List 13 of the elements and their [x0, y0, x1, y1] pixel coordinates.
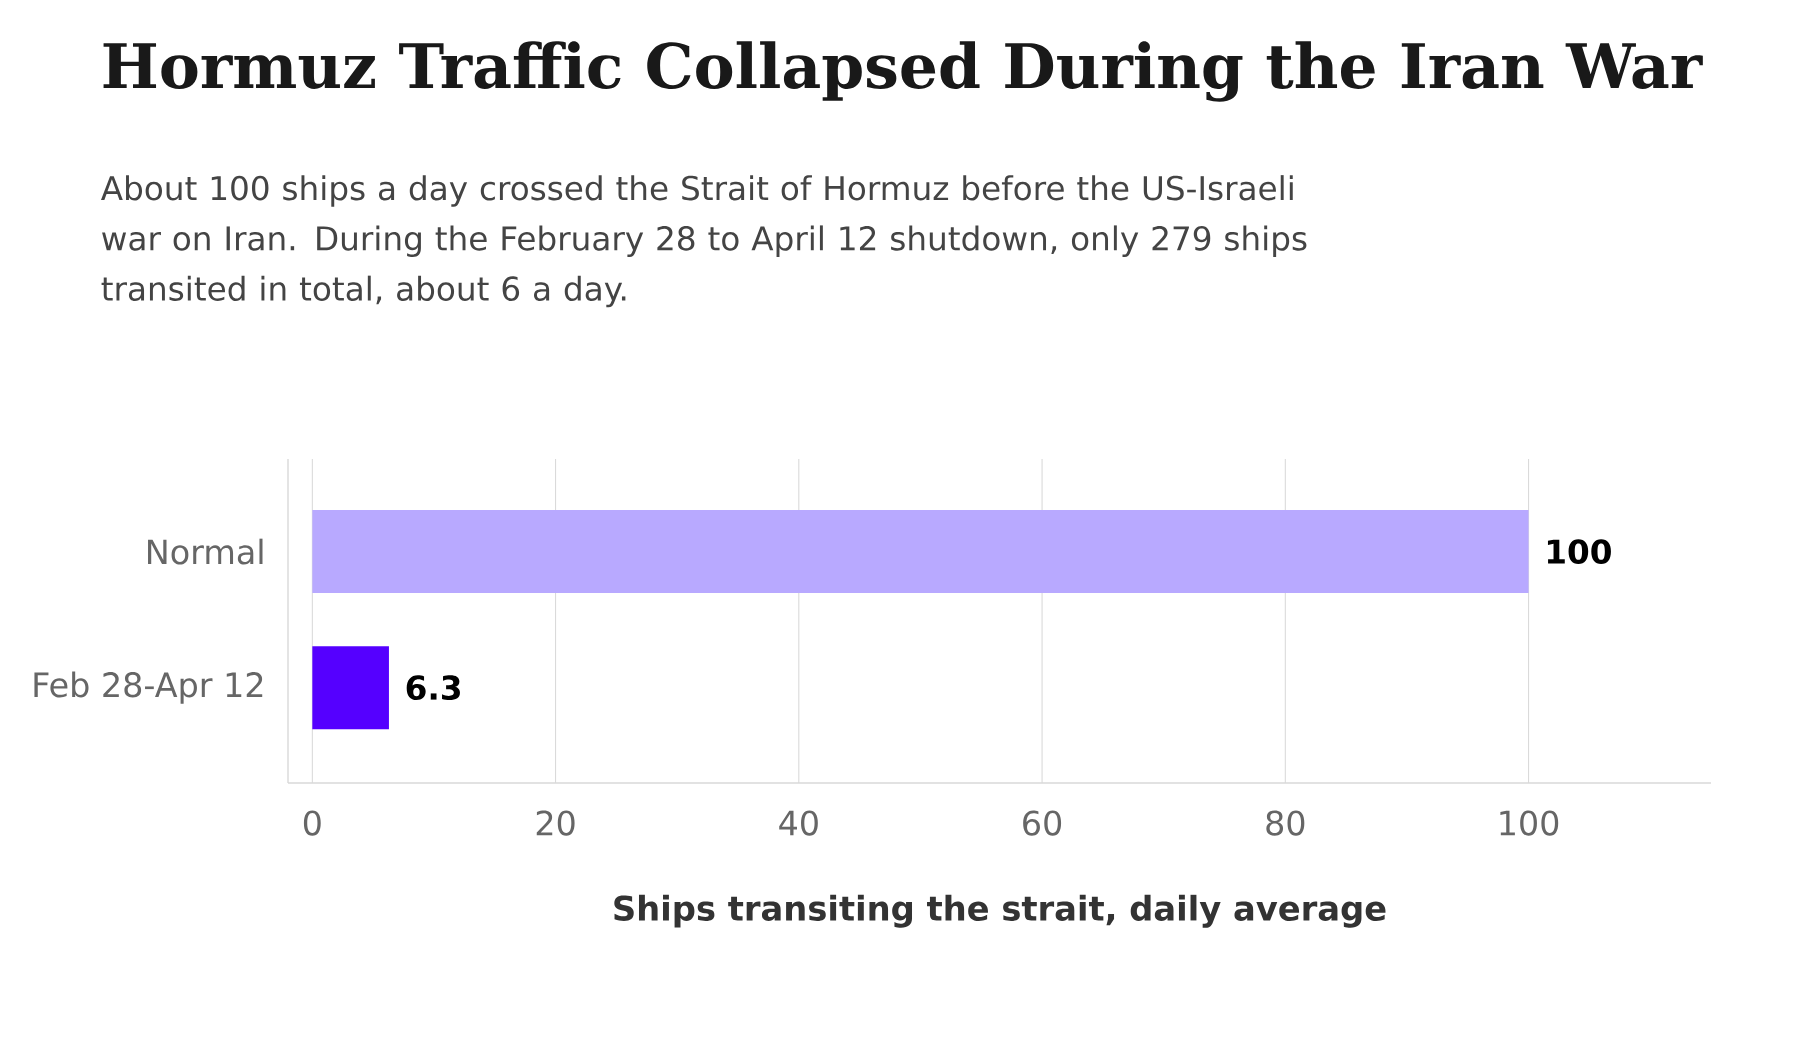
x-tick-label: 80 — [1266, 810, 1305, 836]
y-tick-label: Normal — [148, 538, 263, 565]
chart-title: Hormuz Traffic Collapsed During the Iran War — [103, 41, 1703, 102]
x-tick-label: 20 — [536, 810, 575, 836]
x-tick-label: 40 — [779, 810, 818, 836]
x-tick-label: 100 — [1500, 810, 1559, 836]
chart-subtitle: About 100 ships a day crossed the Strait of Hormuz before the US-Israeli war on Iran. During the February 28 to April 12 shutdown, only 279 ships transited in total, about 6 a day. — [100, 175, 1307, 308]
x-tick-label: 0 — [303, 810, 321, 836]
x-tick-label: 60 — [1023, 810, 1062, 836]
y-tick-label: Feb 28-Apr 12 — [34, 671, 263, 704]
x-axis-title: Ships transiting the strait, daily average — [614, 894, 1386, 928]
data-label: 6.3 — [406, 675, 460, 701]
data-label: 100 — [1547, 539, 1611, 564]
